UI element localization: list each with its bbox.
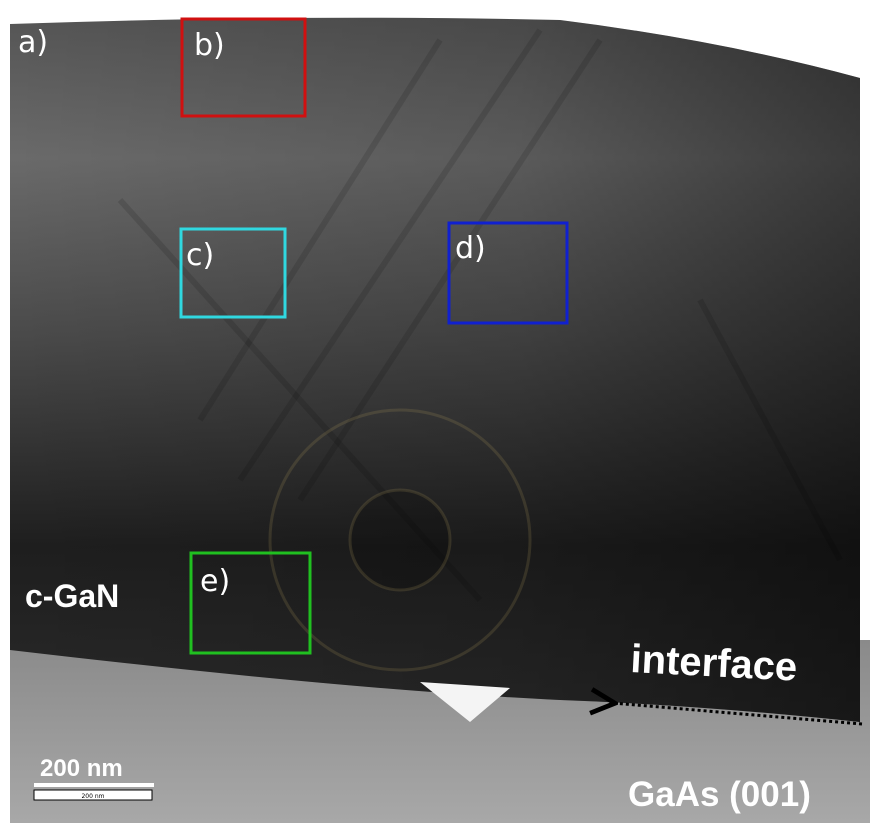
region-label: c) [186, 238, 214, 273]
panel-label: a) [18, 25, 48, 60]
interface-label: interface [630, 637, 799, 690]
page: a) b) c) d) e) c-GaN interface GaAs (001… [0, 0, 870, 823]
region-label: e) [200, 564, 230, 599]
scale-bar-label: 200 nm [40, 755, 123, 782]
region-label: b) [194, 28, 225, 63]
scale-bar-inner-label: 200 nm [81, 793, 104, 800]
substrate-label: GaAs (001) [628, 775, 811, 814]
scale-bar [34, 783, 154, 787]
micrograph: a) b) c) d) e) c-GaN interface GaAs (001… [0, 0, 870, 823]
region-label: d) [455, 231, 486, 266]
layer-label: c-GaN [25, 578, 119, 614]
film-shade [10, 18, 860, 722]
